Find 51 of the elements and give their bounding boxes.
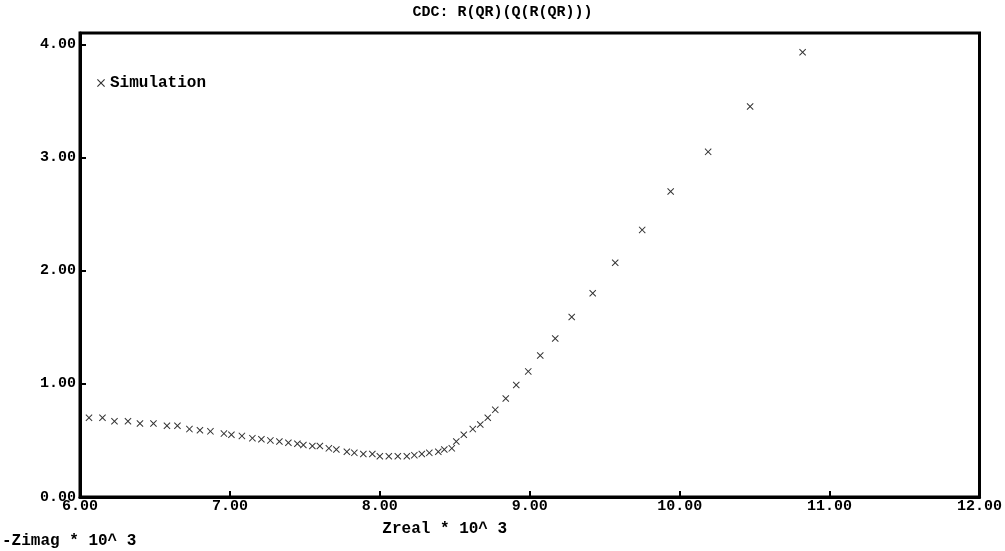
point: [434, 448, 442, 456]
point: [343, 448, 351, 456]
point: [589, 289, 597, 297]
x-tick-label: 7.00: [211, 498, 248, 515]
point: [368, 450, 376, 458]
y-axis-title: -Zimag * 10^ 3: [2, 532, 137, 550]
point: [469, 425, 477, 433]
point: [220, 430, 228, 438]
point: [136, 419, 144, 427]
point: [110, 417, 118, 425]
legend-label: Simulation: [110, 74, 207, 92]
x-tick-label: 9.00: [511, 498, 548, 515]
point: [460, 431, 468, 439]
point: [293, 440, 301, 448]
point: [227, 431, 235, 439]
point: [248, 434, 256, 442]
point: [524, 367, 532, 375]
point: [385, 452, 393, 460]
x-tick-label: 8.00: [361, 498, 398, 515]
point: [491, 406, 499, 414]
y-tick-label: 2.00: [39, 262, 76, 280]
point: [359, 450, 367, 458]
point: [611, 259, 619, 267]
x-tick-label: 11.00: [807, 498, 853, 515]
point: [746, 103, 754, 111]
point: [410, 451, 418, 459]
point: [512, 381, 520, 389]
point: [568, 313, 576, 321]
point: [308, 442, 316, 450]
y-tick-label: 1.00: [39, 375, 76, 393]
y-tick-label: 4.00: [39, 35, 76, 53]
point: [257, 435, 265, 443]
x-tick-label: 12.00: [956, 498, 1002, 515]
x-axis-title: Zreal * 10^ 3: [382, 520, 508, 538]
y-tick-label: 3.00: [39, 148, 76, 166]
point: [394, 452, 402, 460]
point: [425, 449, 433, 457]
point: [484, 414, 492, 422]
chart-title: CDC: R(QR)(Q(R(QR))): [412, 4, 593, 21]
point: [376, 452, 384, 460]
point: [799, 48, 807, 56]
x-tick-label: 10.00: [657, 498, 703, 515]
point: [325, 444, 333, 452]
point: [185, 425, 193, 433]
point: [350, 449, 358, 457]
point: [163, 422, 171, 430]
point: [403, 452, 411, 460]
point: [551, 335, 559, 343]
point: [299, 441, 307, 449]
point: [704, 148, 712, 156]
point: [448, 444, 456, 452]
